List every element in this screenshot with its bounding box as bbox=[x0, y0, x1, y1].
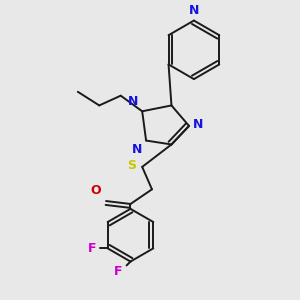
Text: N: N bbox=[132, 143, 142, 157]
Text: F: F bbox=[114, 265, 123, 278]
Text: N: N bbox=[193, 118, 203, 131]
Text: N: N bbox=[189, 4, 199, 17]
Text: N: N bbox=[128, 95, 138, 108]
Text: O: O bbox=[91, 184, 101, 197]
Text: F: F bbox=[88, 242, 96, 255]
Text: S: S bbox=[127, 159, 136, 172]
